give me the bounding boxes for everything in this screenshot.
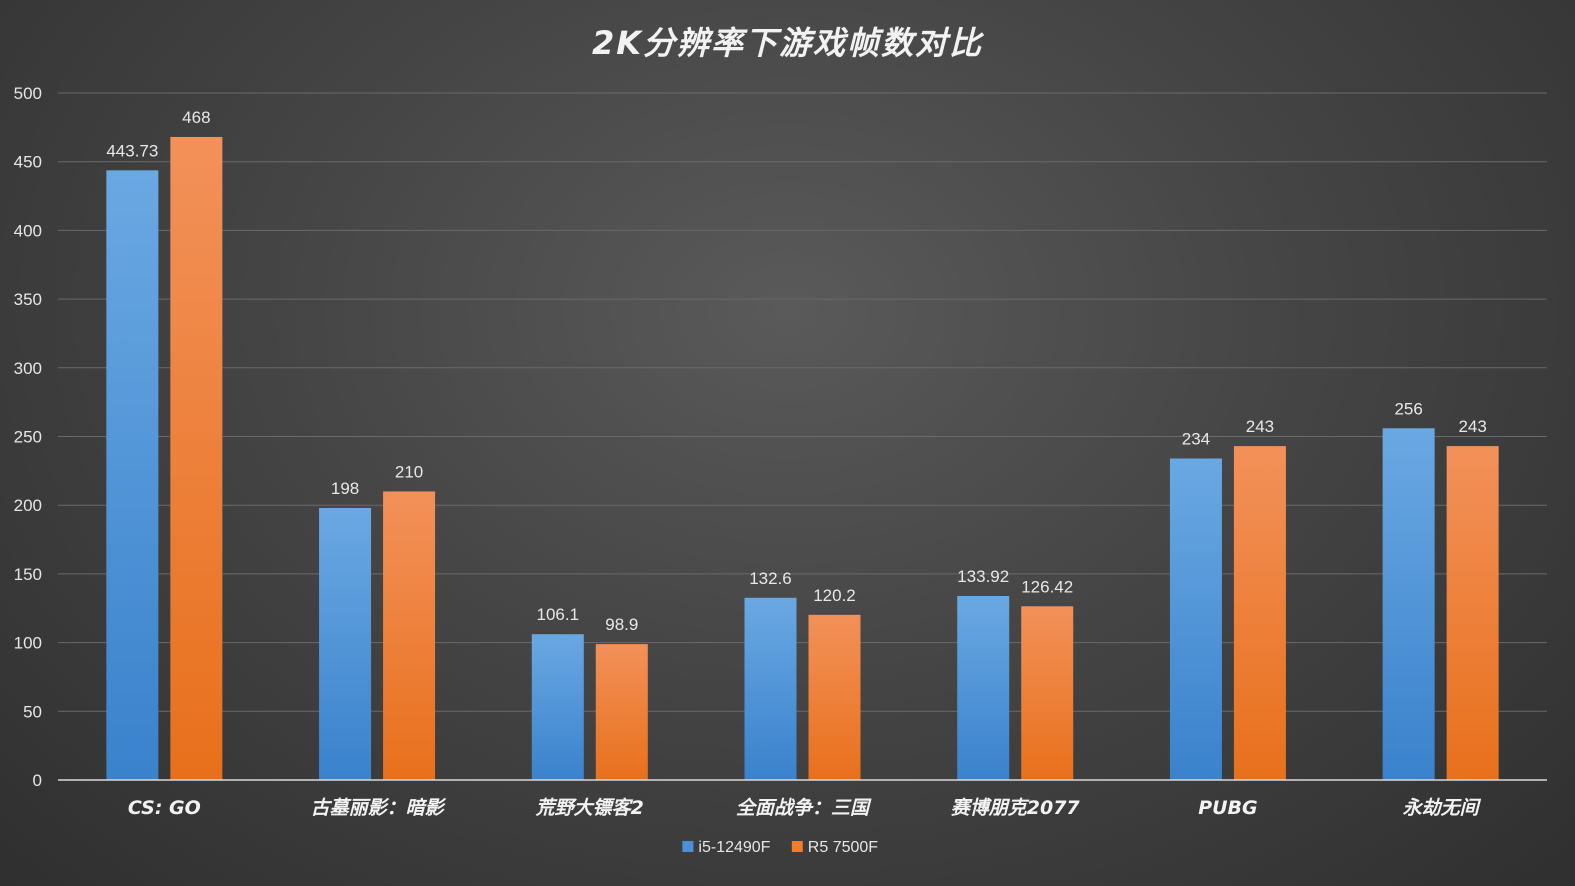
- bar: [595, 644, 648, 780]
- bar: [531, 634, 584, 780]
- legend: i5-12490F R5 7500F: [682, 839, 878, 856]
- data-label: 443.73: [106, 141, 158, 160]
- y-tick-label: 250: [14, 428, 42, 447]
- x-tick-label: 古墓丽影：暗影: [311, 797, 447, 819]
- y-axis-ticks: 0 50 100 150 200 250 300 350 400 450 500: [14, 84, 42, 790]
- legend-swatch: [791, 841, 803, 852]
- y-tick-label: 50: [23, 702, 42, 721]
- data-labels: 443.73 468 198 210 106.1 98.9 132.6 120.2 133.92…: [106, 108, 1486, 634]
- y-tick-label: 150: [14, 565, 42, 584]
- bar: [1021, 606, 1074, 780]
- y-tick-label: 350: [14, 290, 42, 309]
- bar: [957, 595, 1010, 780]
- x-tick-label: 荒野大镖客2: [535, 797, 644, 819]
- data-label: 126.42: [1021, 577, 1073, 596]
- y-tick-label: 0: [33, 771, 42, 790]
- data-label: 468: [182, 108, 210, 127]
- x-tick-label: CS: GO: [128, 797, 201, 819]
- data-label: 133.92: [957, 567, 1009, 586]
- bar: [1169, 458, 1222, 780]
- y-tick-label: 100: [14, 634, 42, 653]
- bar: [319, 507, 372, 780]
- bar: [170, 136, 223, 780]
- bar: [808, 614, 861, 780]
- x-tick-label: PUBG: [1198, 797, 1257, 819]
- data-label: 210: [395, 462, 423, 481]
- data-label: 198: [331, 479, 359, 498]
- legend-swatch: [682, 841, 694, 852]
- data-label: 98.9: [605, 615, 638, 634]
- data-label: 132.6: [749, 569, 792, 588]
- y-tick-label: 200: [14, 496, 42, 515]
- x-tick-label: 永劫无间: [1403, 797, 1482, 819]
- bar: [1382, 428, 1435, 780]
- bar: [1446, 446, 1499, 780]
- x-tick-label: 全面战争：三国: [736, 797, 872, 819]
- x-axis-ticks: CS: GO 古墓丽影：暗影 荒野大镖客2 全面战争：三国 赛博朋克2077 PUBG 永劫…: [128, 797, 1482, 819]
- data-label: 120.2: [813, 586, 856, 605]
- chart-title: 2K分辨率下游戏帧数对比: [591, 24, 984, 62]
- y-tick-label: 500: [14, 84, 42, 103]
- x-tick-label: 赛博朋克2077: [951, 797, 1081, 819]
- data-label: 243: [1246, 417, 1274, 436]
- y-tick-label: 300: [14, 359, 42, 378]
- data-label: 234: [1182, 429, 1210, 448]
- data-label: 106.1: [537, 605, 580, 624]
- bar: [1233, 446, 1286, 780]
- legend-label: i5-12490F: [698, 839, 770, 856]
- data-label: 256: [1394, 399, 1422, 418]
- bar: [383, 491, 436, 780]
- gridlines: [58, 92, 1547, 712]
- bars: [106, 136, 1499, 780]
- bar: [744, 597, 797, 780]
- y-tick-label: 450: [14, 153, 42, 172]
- bar: [106, 170, 159, 780]
- y-tick-label: 400: [14, 221, 42, 240]
- data-label: 243: [1458, 417, 1486, 436]
- legend-label: R5 7500F: [808, 839, 878, 856]
